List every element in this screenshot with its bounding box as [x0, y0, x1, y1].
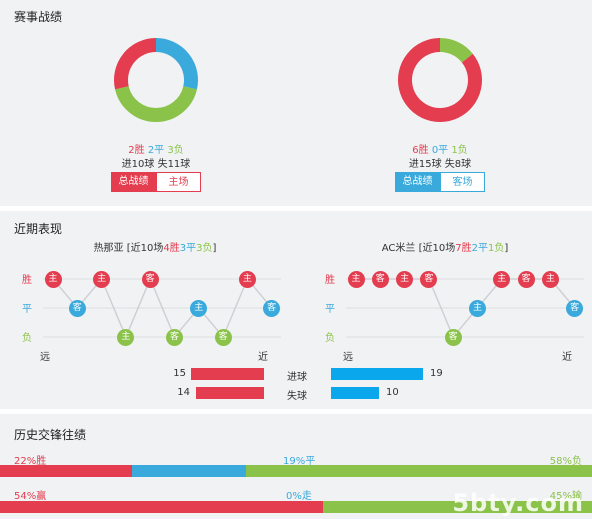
- right-form-prefix: [近10场: [418, 243, 456, 254]
- right-form-losses: 1负: [487, 243, 505, 254]
- recent-form-section: 近期表现 热那亚 [近10场4胜3平3负] AC米兰 [近10场7胜2平1负] …: [0, 211, 592, 409]
- right-axis-draw: 平: [325, 304, 335, 315]
- h2h-draw-bar: [132, 465, 246, 477]
- right-loss-count: 1负: [451, 145, 468, 156]
- head-to-head-section: 历史交锋往绩 22%胜 19%平 58%负 54%赢 0%走 45%输 5bty…: [0, 414, 592, 519]
- left-goals-bar: [191, 368, 264, 380]
- left-form-draws: 3平: [179, 243, 197, 254]
- left-form-suffix: ]: [212, 243, 217, 254]
- right-form-node: 客: [517, 270, 535, 288]
- handicap-loss-bar: [323, 501, 592, 513]
- right-form-wins: 7胜: [455, 243, 472, 254]
- left-form-node: 主: [238, 270, 256, 288]
- left-donut-chart: [114, 38, 198, 122]
- left-wdl-summary: 2胜 2平 3负: [96, 141, 216, 156]
- left-team-form-header: 热那亚 [近10场4胜3平3负]: [40, 239, 270, 254]
- conceded-label: 失球: [287, 391, 307, 402]
- right-form-node: 主: [541, 270, 559, 288]
- left-form-wins: 4胜: [163, 243, 180, 254]
- right-win-count: 6胜: [412, 145, 429, 156]
- right-draw-count: 0平: [431, 145, 449, 156]
- right-form-draws: 2平: [471, 243, 488, 254]
- right-goals-bar: [331, 368, 423, 380]
- left-form-prefix: [近10场: [126, 243, 164, 254]
- right-form-node: 主: [493, 270, 511, 288]
- left-form-node: 客: [141, 270, 159, 288]
- right-form-suffix: ]: [504, 243, 509, 254]
- right-team-name: AC米兰: [381, 243, 416, 254]
- h2h-draw-label: 19%平: [283, 456, 316, 467]
- right-form-node: 客: [371, 270, 389, 288]
- right-form-node: 客: [566, 299, 584, 317]
- left-axis-draw: 平: [22, 304, 32, 315]
- left-tab-home[interactable]: 主场: [156, 172, 201, 192]
- season-record-title: 赛事战绩: [14, 10, 63, 24]
- left-axis-loss: 负: [22, 333, 32, 344]
- right-team-form-header: AC米兰 [近10场7胜2平1负]: [330, 239, 560, 254]
- right-form-node: 客: [444, 328, 462, 346]
- right-axis-far: 远: [343, 352, 353, 363]
- h2h-loss-bar: [246, 465, 592, 477]
- left-donut-draw-slice: [155, 38, 198, 90]
- goals-label: 进球: [287, 372, 307, 383]
- right-form-node: 客: [420, 270, 438, 288]
- h2h-win-bar: [0, 465, 132, 477]
- left-form-line: [52, 277, 273, 339]
- right-form-line: [356, 278, 576, 339]
- left-goals-value: 15: [173, 368, 186, 379]
- left-draw-count: 2平: [147, 145, 165, 156]
- left-conceded-value: 14: [177, 387, 190, 398]
- right-form-node: 主: [347, 270, 365, 288]
- left-axis-near: 近: [258, 352, 268, 363]
- left-form-node: 客: [214, 328, 232, 346]
- left-tab-overall[interactable]: 总战绩: [111, 172, 156, 192]
- season-record-section: 赛事战绩 2胜 2平 3负 进10球 失11球 总战绩 主场 6胜 0平 1负 …: [0, 0, 592, 205]
- right-goals-summary: 进15球 失8球: [408, 159, 472, 170]
- right-goals-value: 19: [430, 368, 443, 379]
- left-form-node: 主: [190, 299, 208, 317]
- left-form-node: 主: [44, 270, 62, 288]
- left-axis-far: 远: [40, 352, 50, 363]
- watermark: 5bty.com: [452, 489, 584, 517]
- right-wdl-summary: 6胜 0平 1负: [380, 141, 500, 156]
- left-form-node: 客: [263, 299, 281, 317]
- h2h-win-label: 22%胜: [14, 456, 47, 467]
- right-donut-chart: [398, 38, 482, 122]
- handicap-loss-label: 45%输: [549, 491, 582, 502]
- head-to-head-title: 历史交锋往绩: [14, 428, 87, 442]
- left-form-node: 客: [166, 328, 183, 346]
- right-axis-win: 胜: [325, 275, 335, 286]
- right-conceded-value: 10: [386, 387, 399, 398]
- left-form-node: 客: [68, 299, 86, 317]
- recent-form-title: 近期表现: [14, 222, 63, 236]
- left-donut-win-slice: [114, 38, 157, 90]
- left-form-node: 主: [117, 328, 135, 346]
- right-donut-win-slice: [398, 38, 482, 122]
- left-axis-win: 胜: [22, 275, 32, 286]
- handicap-win-label: 54%赢: [14, 491, 47, 502]
- right-form-node: 主: [396, 270, 414, 288]
- right-donut-loss-slice: [439, 38, 473, 63]
- handicap-win-bar: [0, 501, 323, 513]
- left-conceded-bar: [196, 387, 264, 399]
- left-donut-loss-slice: [115, 85, 197, 122]
- h2h-loss-label: 58%负: [549, 456, 582, 467]
- right-axis-loss: 负: [325, 333, 335, 344]
- right-tab-away[interactable]: 客场: [440, 172, 485, 192]
- right-axis-near: 近: [562, 352, 572, 363]
- section-divider: [0, 409, 592, 414]
- handicap-push-label: 0%走: [286, 491, 312, 502]
- left-win-count: 2胜: [128, 145, 145, 156]
- left-team-name: 热那亚: [93, 243, 124, 254]
- left-loss-count: 3负: [167, 145, 184, 156]
- left-form-losses: 3负: [196, 243, 213, 254]
- left-goals-summary: 进10球 失11球: [121, 159, 191, 170]
- right-tab-overall[interactable]: 总战绩: [395, 172, 440, 192]
- left-form-node: 主: [93, 270, 111, 288]
- section-divider: [0, 206, 592, 211]
- right-conceded-bar: [331, 387, 379, 399]
- right-form-node: 主: [469, 299, 486, 317]
